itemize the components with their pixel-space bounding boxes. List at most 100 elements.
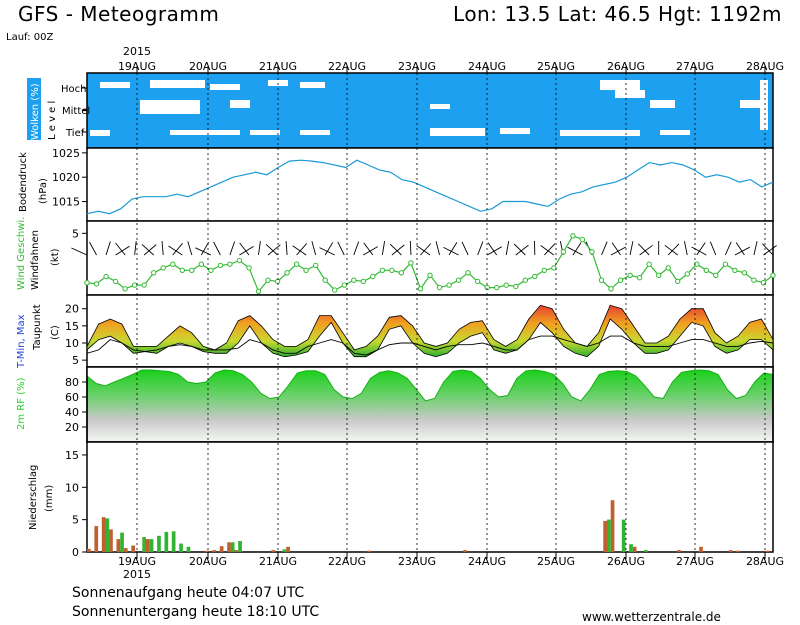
wind-barb [143,244,157,256]
day-label-bottom: 19AUG [118,555,156,568]
cloud-cell [170,130,240,135]
wind-speed-point [84,280,90,286]
pressure-line [86,159,774,215]
sunrise-label: Sonnenaufgang heute 04:07 UTC [72,585,305,601]
cloud-ylabel: Wolken (%) [30,83,41,140]
wind-speed-point [675,278,681,285]
precip-bar [463,550,467,552]
wind-speed-point [389,267,395,273]
wind-barb [667,243,680,256]
precip-bar [186,546,191,552]
cloud-cell [90,130,110,136]
wind-speed-point [274,278,281,285]
day-label-bottom: 21AUG [259,555,297,568]
wind-speed-point [560,249,567,255]
cloud-cell [560,130,600,136]
wind-speed-point [236,257,243,264]
wind-barb [505,241,510,256]
wind-speed-point [770,272,776,278]
day-label-top: 22AUG [328,60,366,73]
temp-ylabel2: Taupunkt [32,304,43,351]
wind-speed-point [551,265,557,271]
wind-speed-point [656,272,662,278]
precip-bar [367,550,371,552]
wind-speed-point [589,249,595,255]
precip-bar [171,531,176,552]
precip-bar [116,539,121,552]
cloud-cell [210,84,240,90]
wind-ylabel: Wind Geschwi. [16,217,27,290]
cloud-cell [615,90,645,98]
precip-bar [109,529,113,552]
precip-ylabel2: (mm) [44,485,55,512]
wind-speed-point [541,267,547,273]
wind-barb [572,242,582,256]
pressure-ylabel: Bodendruck [18,152,29,212]
precip-bar [164,531,169,552]
wind-barb [172,243,183,256]
wind-barb [105,241,111,256]
wind-barb [639,244,653,256]
wind-barb [735,242,745,256]
temp-ylabel3: (C) [50,325,61,340]
precip-bar [105,518,110,552]
wind-speed-point [379,267,386,273]
wind-speed-point [570,233,576,239]
humidity-ytick-label: 60 [65,391,79,404]
precip-ytick-label: 0 [72,546,79,559]
precip-bar [699,546,703,552]
precip-bar [227,542,231,552]
year-label-top: 2015 [123,45,151,58]
wind-panel-frame [86,220,774,296]
wind-barb [610,246,627,256]
wind-speed-point [751,277,757,283]
sunset-label: Sonnenuntergang heute 18:10 UTC [72,604,320,620]
wind-speed-point [332,287,338,293]
wind-barb [353,241,360,256]
wind-speed-point [160,265,166,271]
wind-barb [115,245,130,256]
wind-barb [544,243,556,256]
location-label: Lon: 13.5 Lat: 46.5 Hgt: 1192m [453,2,782,26]
wind-speed-point [227,261,233,267]
temp-ytick-label: 20 [65,303,79,316]
wind-speed-point [608,286,614,292]
day-label-bottom: 28AUG [746,555,784,568]
wind-barb [443,246,459,256]
wind-speed-point [360,278,366,285]
wind-speed-point [522,277,528,283]
precip-bar [142,537,146,552]
wind-barb [515,244,529,256]
precip-bar [234,550,239,552]
wind-barb [696,242,706,256]
cloud-cell [100,82,130,88]
wind-barb [89,241,97,256]
precip-bar [120,532,124,552]
year-label-bottom: 2015 [123,568,151,581]
precip-ylabel: Niederschlag [28,465,39,530]
precip-bar [149,539,154,552]
wind-barb [134,241,137,256]
wind-speed-point [579,236,586,243]
wind-speed-point [627,272,633,278]
day-label-top: 27AUG [676,60,714,73]
wind-speed-point [284,270,290,276]
precip-bar [101,517,106,552]
wind-speed-point [417,286,424,292]
wind-speed-point [665,265,671,271]
humidity-ylabel: 2m RF (%) [16,377,27,430]
wind-speed-point [265,277,271,283]
wind-barb [213,241,221,256]
wind-speed-point [741,270,748,276]
wind-speed-point [398,270,405,276]
precip-bar [123,548,128,552]
wind-speed-point [713,272,719,278]
day-label-top: 21AUG [259,60,297,73]
wind-barb [435,241,440,256]
cloud-cell [600,80,640,90]
humidity-ytick-label: 20 [65,421,79,434]
wind-ylabel2: Windfahnen [30,230,41,290]
precip-bar [212,550,217,552]
precip-bar [643,550,648,552]
